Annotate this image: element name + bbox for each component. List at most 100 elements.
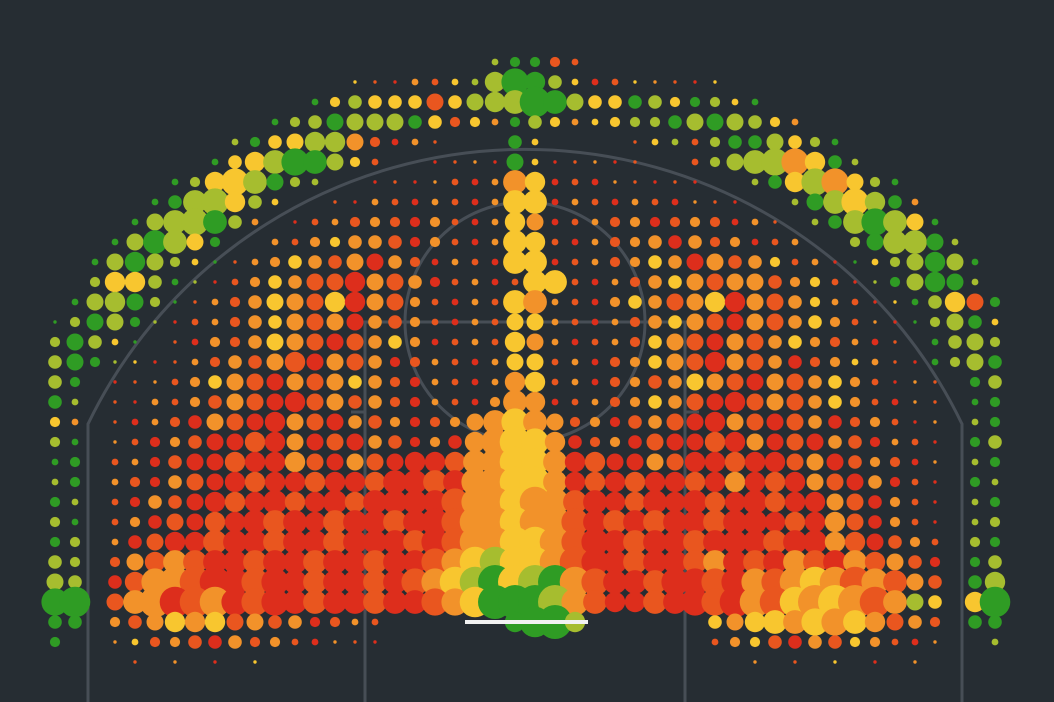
shot-dot — [868, 495, 882, 509]
shot-dot — [891, 398, 899, 406]
shot-dot — [171, 398, 179, 406]
shot-dot — [491, 298, 499, 306]
shot-dot — [251, 258, 259, 266]
shot-dot — [643, 550, 667, 574]
shot-dot — [383, 590, 407, 614]
shot-dot — [71, 438, 79, 446]
shot-dot — [421, 508, 449, 536]
shot-dot — [343, 530, 367, 554]
shot-dot — [383, 530, 407, 554]
shot-dot — [208, 635, 222, 649]
shot-dot — [506, 313, 524, 331]
shot-dot — [168, 455, 182, 469]
shot-dot — [668, 315, 682, 329]
shot-dot — [564, 451, 586, 473]
shot-dot — [906, 593, 924, 611]
shot-dot — [286, 133, 304, 151]
shot-dot — [433, 140, 437, 144]
shot-dot — [113, 640, 117, 644]
shot-dot — [663, 590, 687, 614]
shot-dot — [111, 338, 119, 346]
shot-dot — [409, 396, 421, 408]
shot-dot — [543, 270, 567, 294]
shot-dot — [946, 253, 964, 271]
shot-dot — [366, 273, 384, 291]
shot-dot — [268, 315, 282, 329]
shot-dot — [624, 471, 646, 493]
shot-dot — [506, 353, 524, 371]
shot-dot — [648, 255, 662, 269]
shot-dot — [286, 433, 304, 451]
shot-dot — [828, 435, 842, 449]
shot-dot — [71, 498, 79, 506]
shot-dot — [106, 593, 124, 611]
shot-dot — [804, 511, 826, 533]
shot-dot — [306, 393, 324, 411]
shot-dot — [871, 338, 879, 346]
shot-dot — [868, 515, 882, 529]
shot-dot — [226, 413, 244, 431]
shot-dot — [866, 233, 884, 251]
shot-dot — [933, 500, 937, 504]
shot-dot — [466, 93, 484, 111]
shot-dot — [691, 138, 699, 146]
shot-dot — [429, 216, 441, 228]
shot-dot — [746, 433, 764, 451]
shot-dot — [571, 58, 579, 66]
shot-dot — [609, 216, 621, 228]
shot-dot — [343, 570, 367, 594]
shot-dot — [326, 313, 344, 331]
shot-dot — [331, 218, 339, 226]
shot-dot — [889, 496, 901, 508]
shot-dot — [841, 188, 869, 216]
shot-dot — [628, 415, 642, 429]
shot-dot — [591, 118, 599, 126]
shot-dot — [368, 415, 382, 429]
shot-dot — [968, 575, 982, 589]
shot-dot — [551, 298, 559, 306]
shot-dot — [786, 453, 804, 471]
shot-dot — [623, 570, 647, 594]
shot-dot — [581, 568, 609, 596]
shot-dot — [783, 610, 807, 634]
shot-dot — [431, 78, 439, 86]
shot-dot — [603, 510, 627, 534]
shot-dot — [106, 313, 124, 331]
shot-dot — [529, 56, 541, 68]
shot-dot — [151, 418, 159, 426]
shot-dot — [491, 318, 499, 326]
shot-dot — [571, 338, 579, 346]
shot-dot — [193, 280, 197, 284]
shot-dot — [971, 518, 979, 526]
shot-dot — [69, 556, 81, 568]
shot-dot — [153, 360, 157, 364]
shot-dot — [989, 336, 1001, 348]
shot-dot — [49, 336, 61, 348]
shot-dot — [706, 333, 724, 351]
shot-dot — [793, 660, 797, 664]
shot-dot — [706, 253, 724, 271]
shot-dot — [226, 393, 244, 411]
shot-dot — [386, 453, 404, 471]
shot-dot — [933, 520, 937, 524]
shot-dot — [624, 491, 646, 513]
shot-dot — [249, 136, 261, 148]
shot-dot — [808, 315, 822, 329]
shot-dot — [803, 530, 827, 554]
shot-dot — [571, 218, 579, 226]
shot-dot — [611, 318, 619, 326]
shot-dot — [853, 280, 857, 284]
shot-dot — [369, 216, 381, 228]
shot-dot — [584, 451, 606, 473]
shot-dot — [706, 113, 724, 131]
shot-dot — [48, 375, 62, 389]
shot-dot — [583, 490, 607, 514]
shot-dot — [766, 413, 784, 431]
shot-dot — [263, 510, 287, 534]
shot-dot — [368, 355, 382, 369]
shot-dot — [988, 435, 1002, 449]
shot-dot — [248, 335, 262, 349]
shot-dot — [429, 276, 441, 288]
shot-dot — [826, 473, 844, 491]
shot-dot — [709, 236, 721, 248]
